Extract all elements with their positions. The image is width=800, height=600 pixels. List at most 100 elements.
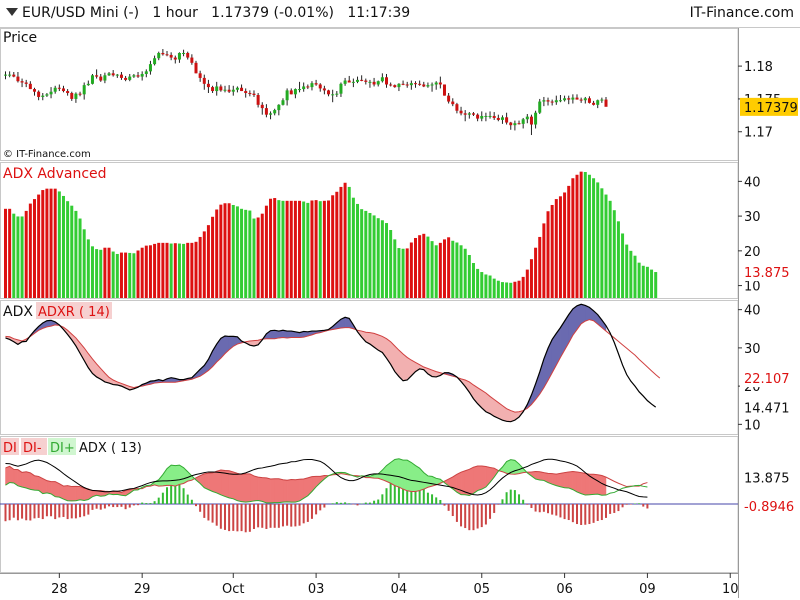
candle-body <box>215 86 219 92</box>
legend-di-minus: DI- <box>23 441 42 456</box>
di-diff-bar <box>149 503 152 504</box>
di-fill-segment <box>291 479 296 503</box>
adx-bar <box>82 229 86 298</box>
di-diff-bar <box>509 489 512 504</box>
candle-body <box>161 52 165 55</box>
candle-body <box>107 73 111 76</box>
candle-body <box>177 52 181 60</box>
di-fill-segment <box>506 459 511 475</box>
adx-bar <box>529 259 533 298</box>
adx-bar <box>629 250 633 298</box>
di-adx-line <box>5 458 648 498</box>
adx-bar <box>66 201 70 298</box>
adx-bar <box>37 194 41 298</box>
candle-body <box>132 75 136 77</box>
adx-bar <box>447 237 451 298</box>
di-fill-segment <box>402 459 408 492</box>
adx-bar <box>608 200 612 298</box>
di-diff-bar <box>25 504 28 521</box>
candle-body <box>393 85 397 88</box>
di-diff-bar <box>108 504 111 507</box>
adx-bar <box>525 269 529 298</box>
candle-body <box>28 83 32 90</box>
di-fill-segment <box>572 471 578 493</box>
candle-body <box>144 71 148 74</box>
di-diff-bar <box>460 504 463 527</box>
adx-bar <box>592 178 596 298</box>
adx-bar <box>451 240 455 298</box>
dropdown-arrow-icon[interactable] <box>6 8 18 16</box>
di-diff-bar <box>505 492 508 504</box>
di-fill-segment <box>568 471 574 490</box>
di-diff-bar <box>157 497 160 504</box>
last-value-box <box>740 468 798 487</box>
candle-body <box>140 73 144 77</box>
adx-bar <box>579 171 583 298</box>
adx-bar <box>409 242 413 298</box>
adx-bar <box>153 243 157 298</box>
di-diff-bar <box>464 504 467 529</box>
candle-body <box>583 98 587 101</box>
di-fill-segment <box>597 474 603 496</box>
di-fill-segment <box>220 469 226 497</box>
adx-bar <box>604 194 608 298</box>
di-diff-bar <box>576 504 579 525</box>
di-diff-bar <box>244 504 247 533</box>
di-diff-bar <box>281 504 284 527</box>
x-tick-label: 05 <box>473 582 490 597</box>
di-diff-bar <box>625 504 628 505</box>
adx-bar <box>107 247 111 298</box>
di-fill-segment <box>262 477 267 504</box>
adx-bar <box>612 210 616 298</box>
adx-bar <box>500 282 504 298</box>
adx-bar <box>339 186 343 298</box>
adx-bar <box>413 237 417 298</box>
adx-fill-segment <box>274 329 280 340</box>
di-diff-bar <box>294 504 297 527</box>
adx-bar <box>356 203 360 298</box>
di-fill-segment <box>71 486 77 502</box>
adx-bar <box>335 191 339 298</box>
candle-body <box>467 113 471 115</box>
di-fill-segment <box>266 477 271 504</box>
adx-bar <box>418 235 422 298</box>
di-fill-segment <box>295 478 300 503</box>
di-diff-bar <box>480 504 483 528</box>
di-diff-bar <box>472 504 475 531</box>
adx-bar <box>24 210 28 298</box>
di-diff-bar <box>232 504 235 531</box>
di-diff-bar <box>418 481 421 504</box>
candle-body <box>198 73 202 78</box>
di-fill-segment <box>593 474 598 495</box>
candle-body <box>111 73 115 76</box>
di-fill-segment <box>212 470 217 494</box>
di-fill-segment <box>580 472 586 496</box>
di-fill-segment <box>556 473 561 488</box>
di-fill-segment <box>175 464 180 487</box>
adx-bar <box>293 200 297 298</box>
di-diff-bar <box>174 483 177 504</box>
candle-body <box>310 83 314 88</box>
panel-title-price: Price <box>3 30 37 46</box>
di-fill-segment <box>398 458 404 490</box>
adx-bar <box>434 245 438 298</box>
last-value-label: -0.8946 <box>744 500 794 515</box>
legend-di-minus-bg <box>21 438 47 455</box>
di-diff-bar <box>79 504 82 518</box>
candle-body <box>558 100 562 102</box>
di-diff-bar <box>128 504 131 508</box>
adx-bar <box>587 174 591 298</box>
adx-bar <box>173 243 177 298</box>
di-diff-bar <box>87 504 90 515</box>
last-value-box <box>740 263 798 282</box>
adx-bar <box>74 210 78 298</box>
adx-bar <box>285 200 289 298</box>
adx-bar <box>314 200 318 298</box>
di-diff-bar <box>551 504 554 515</box>
candle-body <box>339 83 343 94</box>
adx-bar <box>186 242 190 298</box>
candle-body <box>426 85 430 87</box>
candle-body <box>314 83 318 85</box>
di-fill-segment <box>241 473 246 503</box>
di-diff-bar <box>161 492 164 504</box>
